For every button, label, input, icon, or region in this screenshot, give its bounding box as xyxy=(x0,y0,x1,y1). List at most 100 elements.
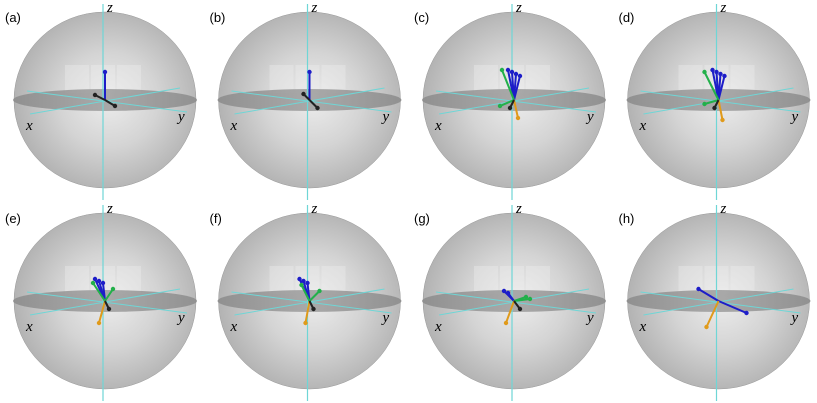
vector-head xyxy=(720,117,725,123)
bloch-panel: (b) z x y xyxy=(210,0,402,200)
sphere-facet xyxy=(730,266,755,294)
y-axis-line xyxy=(231,291,392,314)
y-axis-label: y xyxy=(790,310,799,326)
z-axis-label: z xyxy=(720,0,727,16)
sphere-facet xyxy=(474,65,498,93)
sphere-facet xyxy=(730,65,755,93)
bloch-panel: (h) z x y xyxy=(619,201,811,401)
vector-head xyxy=(499,67,505,73)
z-axis-label: z xyxy=(106,201,113,217)
sphere-facet xyxy=(269,65,294,93)
state-vector xyxy=(92,282,106,302)
vector-head xyxy=(315,105,320,111)
vector-head xyxy=(507,105,513,111)
panel-label: (h) xyxy=(619,211,635,226)
sphere-facet xyxy=(526,65,550,93)
vector-head xyxy=(718,71,723,77)
sphere-facet xyxy=(117,266,141,294)
vector-head xyxy=(517,73,523,79)
vector-head xyxy=(714,69,719,75)
vector-head xyxy=(100,280,106,286)
y-axis-label: y xyxy=(585,310,594,326)
state-vector xyxy=(513,75,521,101)
state-vector xyxy=(306,282,311,302)
bloch-panel: (c) z x y xyxy=(414,0,606,200)
z-axis-label: z xyxy=(311,0,318,16)
panel-label: (b) xyxy=(210,10,226,25)
y-axis-label: y xyxy=(381,310,390,326)
vector-head xyxy=(509,69,515,75)
vector-head xyxy=(513,71,519,77)
y-axis-label: y xyxy=(176,310,185,326)
vector-head xyxy=(710,67,715,73)
vector-head xyxy=(92,276,98,282)
vector-head xyxy=(501,288,507,294)
sphere-facet xyxy=(474,266,498,294)
vector-head xyxy=(102,69,108,75)
y-axis-line xyxy=(435,90,597,113)
y-axis-label: y xyxy=(585,109,594,125)
state-vector xyxy=(704,99,719,105)
vector-head xyxy=(90,280,96,286)
vector-head xyxy=(497,103,503,109)
state-vector xyxy=(717,99,724,121)
state-vector xyxy=(513,99,519,119)
state-vector xyxy=(300,284,311,302)
x-axis-label: x xyxy=(230,118,238,134)
x-axis-label: x xyxy=(434,118,442,134)
sphere-facet xyxy=(321,65,346,93)
x-axis-label: x xyxy=(434,319,442,335)
z-axis-label: z xyxy=(106,0,113,16)
vector-head xyxy=(744,310,749,316)
state-vector xyxy=(98,300,106,324)
y-axis-label: y xyxy=(790,109,799,125)
panel-label: (d) xyxy=(619,10,635,25)
bloch-panel: (a) z x y xyxy=(5,0,197,200)
y-axis-label: y xyxy=(381,109,390,125)
sphere-facet xyxy=(269,266,294,294)
vector-head xyxy=(301,278,306,284)
vector-head xyxy=(96,320,102,326)
sphere-facet xyxy=(65,266,89,294)
vector-head xyxy=(92,92,98,98)
state-vector xyxy=(717,75,726,101)
vector-head xyxy=(702,101,707,107)
panel-label: (c) xyxy=(414,10,429,25)
vector-head xyxy=(305,280,310,286)
y-axis-line xyxy=(26,291,188,314)
state-vector xyxy=(499,99,515,107)
sphere-facet xyxy=(117,65,141,93)
state-vector xyxy=(705,300,720,328)
vector-head xyxy=(503,320,509,326)
vector-head xyxy=(505,67,511,73)
vector-head xyxy=(712,105,717,111)
vector-head xyxy=(515,115,521,121)
sphere-facet xyxy=(526,266,550,294)
x-axis-label: x xyxy=(639,118,647,134)
state-vector xyxy=(501,69,515,101)
state-vector xyxy=(718,300,747,314)
z-axis-label: z xyxy=(311,201,318,217)
bloch-panel: (d) z x y xyxy=(619,0,811,200)
vector-head xyxy=(110,286,116,292)
vector-head xyxy=(696,286,701,292)
vector-head xyxy=(297,276,302,282)
bloch-panel: (g) z x y xyxy=(414,201,606,401)
sphere-facet xyxy=(65,65,89,93)
x-axis-label: x xyxy=(230,319,238,335)
state-vector xyxy=(304,300,311,324)
panel-label: (f) xyxy=(210,211,222,226)
y-axis-label: y xyxy=(176,109,185,125)
vector-head xyxy=(301,91,306,97)
sphere-facet xyxy=(321,266,346,294)
vector-head xyxy=(317,288,322,294)
bloch-panel: (e) z x y xyxy=(5,201,197,401)
panel-label: (a) xyxy=(5,10,21,25)
state-vector xyxy=(308,290,321,302)
x-axis-label: x xyxy=(639,319,647,335)
vector-head xyxy=(517,306,523,312)
vector-head xyxy=(527,296,533,302)
z-axis-label: z xyxy=(720,201,727,217)
z-axis-label: z xyxy=(515,201,522,217)
